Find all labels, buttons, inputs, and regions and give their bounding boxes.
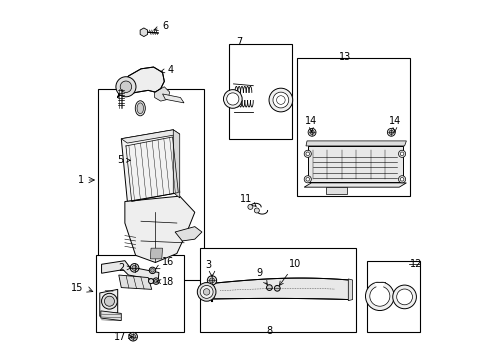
Text: 5: 5 bbox=[118, 155, 130, 165]
Polygon shape bbox=[101, 261, 159, 280]
Polygon shape bbox=[122, 130, 180, 202]
Bar bbox=[367, 261, 420, 332]
Polygon shape bbox=[119, 275, 152, 289]
Polygon shape bbox=[101, 311, 122, 320]
Polygon shape bbox=[173, 130, 180, 198]
Text: 1: 1 bbox=[77, 175, 84, 185]
Circle shape bbox=[148, 279, 153, 284]
Polygon shape bbox=[348, 279, 353, 301]
Text: 8: 8 bbox=[267, 325, 272, 336]
Polygon shape bbox=[155, 87, 170, 101]
Circle shape bbox=[149, 267, 156, 274]
Circle shape bbox=[200, 285, 213, 298]
Circle shape bbox=[203, 289, 210, 295]
Circle shape bbox=[116, 77, 136, 97]
Circle shape bbox=[393, 285, 416, 309]
Bar bbox=[297, 58, 410, 196]
Text: 3: 3 bbox=[205, 260, 211, 270]
Circle shape bbox=[273, 92, 289, 108]
Circle shape bbox=[398, 150, 406, 157]
Circle shape bbox=[389, 130, 393, 134]
Circle shape bbox=[304, 150, 311, 157]
Bar bbox=[98, 89, 204, 280]
Circle shape bbox=[129, 332, 137, 341]
Polygon shape bbox=[125, 196, 195, 262]
Circle shape bbox=[306, 152, 310, 156]
Text: 7: 7 bbox=[236, 37, 243, 47]
Polygon shape bbox=[122, 130, 180, 143]
Circle shape bbox=[130, 264, 139, 272]
Circle shape bbox=[227, 93, 239, 105]
Text: 6: 6 bbox=[154, 21, 169, 31]
Circle shape bbox=[370, 286, 390, 306]
Circle shape bbox=[398, 176, 406, 183]
Text: 4: 4 bbox=[161, 64, 174, 75]
Bar bbox=[229, 44, 292, 139]
Circle shape bbox=[248, 204, 253, 210]
Circle shape bbox=[304, 176, 311, 183]
Polygon shape bbox=[175, 226, 202, 241]
Circle shape bbox=[310, 130, 314, 134]
Circle shape bbox=[197, 283, 216, 301]
Circle shape bbox=[267, 285, 272, 291]
Polygon shape bbox=[306, 141, 406, 146]
Text: 17: 17 bbox=[114, 332, 132, 342]
Circle shape bbox=[154, 279, 158, 283]
Text: 10: 10 bbox=[279, 259, 301, 285]
Circle shape bbox=[388, 129, 395, 136]
Wedge shape bbox=[375, 281, 385, 296]
Text: 16: 16 bbox=[156, 257, 174, 269]
Circle shape bbox=[131, 334, 136, 339]
Circle shape bbox=[276, 96, 285, 104]
Circle shape bbox=[104, 296, 115, 306]
Circle shape bbox=[101, 293, 117, 309]
Polygon shape bbox=[205, 278, 349, 300]
Polygon shape bbox=[308, 146, 403, 182]
Text: 9: 9 bbox=[256, 267, 268, 284]
Polygon shape bbox=[140, 28, 147, 37]
Circle shape bbox=[366, 282, 394, 311]
Circle shape bbox=[397, 289, 413, 305]
Circle shape bbox=[254, 208, 259, 213]
Circle shape bbox=[210, 278, 215, 283]
Bar bbox=[200, 248, 356, 332]
Circle shape bbox=[269, 88, 293, 112]
Text: 18: 18 bbox=[156, 277, 174, 287]
Ellipse shape bbox=[135, 101, 146, 116]
Text: 2: 2 bbox=[118, 263, 131, 273]
Circle shape bbox=[151, 269, 154, 272]
Text: 14: 14 bbox=[305, 116, 318, 132]
Circle shape bbox=[153, 278, 159, 284]
Polygon shape bbox=[100, 289, 118, 316]
Circle shape bbox=[120, 81, 132, 93]
Polygon shape bbox=[304, 183, 406, 187]
Text: 13: 13 bbox=[339, 52, 351, 62]
Circle shape bbox=[306, 177, 310, 181]
Polygon shape bbox=[150, 248, 163, 259]
Polygon shape bbox=[326, 187, 347, 194]
Text: 15: 15 bbox=[71, 283, 83, 293]
Circle shape bbox=[274, 285, 280, 291]
Circle shape bbox=[400, 177, 404, 181]
Polygon shape bbox=[118, 67, 164, 98]
Circle shape bbox=[207, 276, 217, 285]
Text: 11: 11 bbox=[240, 194, 256, 206]
Circle shape bbox=[223, 90, 242, 108]
Circle shape bbox=[400, 152, 404, 156]
Circle shape bbox=[132, 265, 137, 270]
Polygon shape bbox=[163, 94, 184, 103]
Ellipse shape bbox=[137, 103, 144, 114]
Circle shape bbox=[308, 129, 316, 136]
Text: 12: 12 bbox=[410, 259, 422, 269]
Text: 14: 14 bbox=[389, 116, 401, 132]
Bar bbox=[96, 255, 184, 332]
